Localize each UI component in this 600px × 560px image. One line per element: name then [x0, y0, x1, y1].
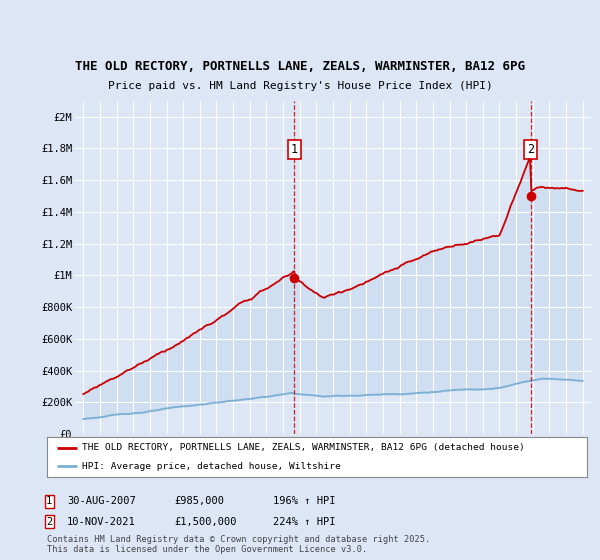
Text: £985,000: £985,000	[174, 496, 224, 506]
Text: THE OLD RECTORY, PORTNELLS LANE, ZEALS, WARMINSTER, BA12 6PG: THE OLD RECTORY, PORTNELLS LANE, ZEALS, …	[75, 60, 525, 73]
Text: 1: 1	[290, 143, 298, 156]
Text: Price paid vs. HM Land Registry's House Price Index (HPI): Price paid vs. HM Land Registry's House …	[107, 81, 493, 91]
Text: 2: 2	[527, 143, 534, 156]
Text: HPI: Average price, detached house, Wiltshire: HPI: Average price, detached house, Wilt…	[82, 462, 341, 471]
Text: 2: 2	[46, 517, 52, 527]
Text: 1: 1	[46, 496, 52, 506]
Text: THE OLD RECTORY, PORTNELLS LANE, ZEALS, WARMINSTER, BA12 6PG (detached house): THE OLD RECTORY, PORTNELLS LANE, ZEALS, …	[82, 443, 524, 452]
Text: £1,500,000: £1,500,000	[174, 517, 236, 527]
Text: 10-NOV-2021: 10-NOV-2021	[67, 517, 136, 527]
Text: 196% ↑ HPI: 196% ↑ HPI	[273, 496, 335, 506]
Text: 224% ↑ HPI: 224% ↑ HPI	[273, 517, 335, 527]
Text: 30-AUG-2007: 30-AUG-2007	[67, 496, 136, 506]
Text: Contains HM Land Registry data © Crown copyright and database right 2025.
This d: Contains HM Land Registry data © Crown c…	[47, 535, 430, 554]
